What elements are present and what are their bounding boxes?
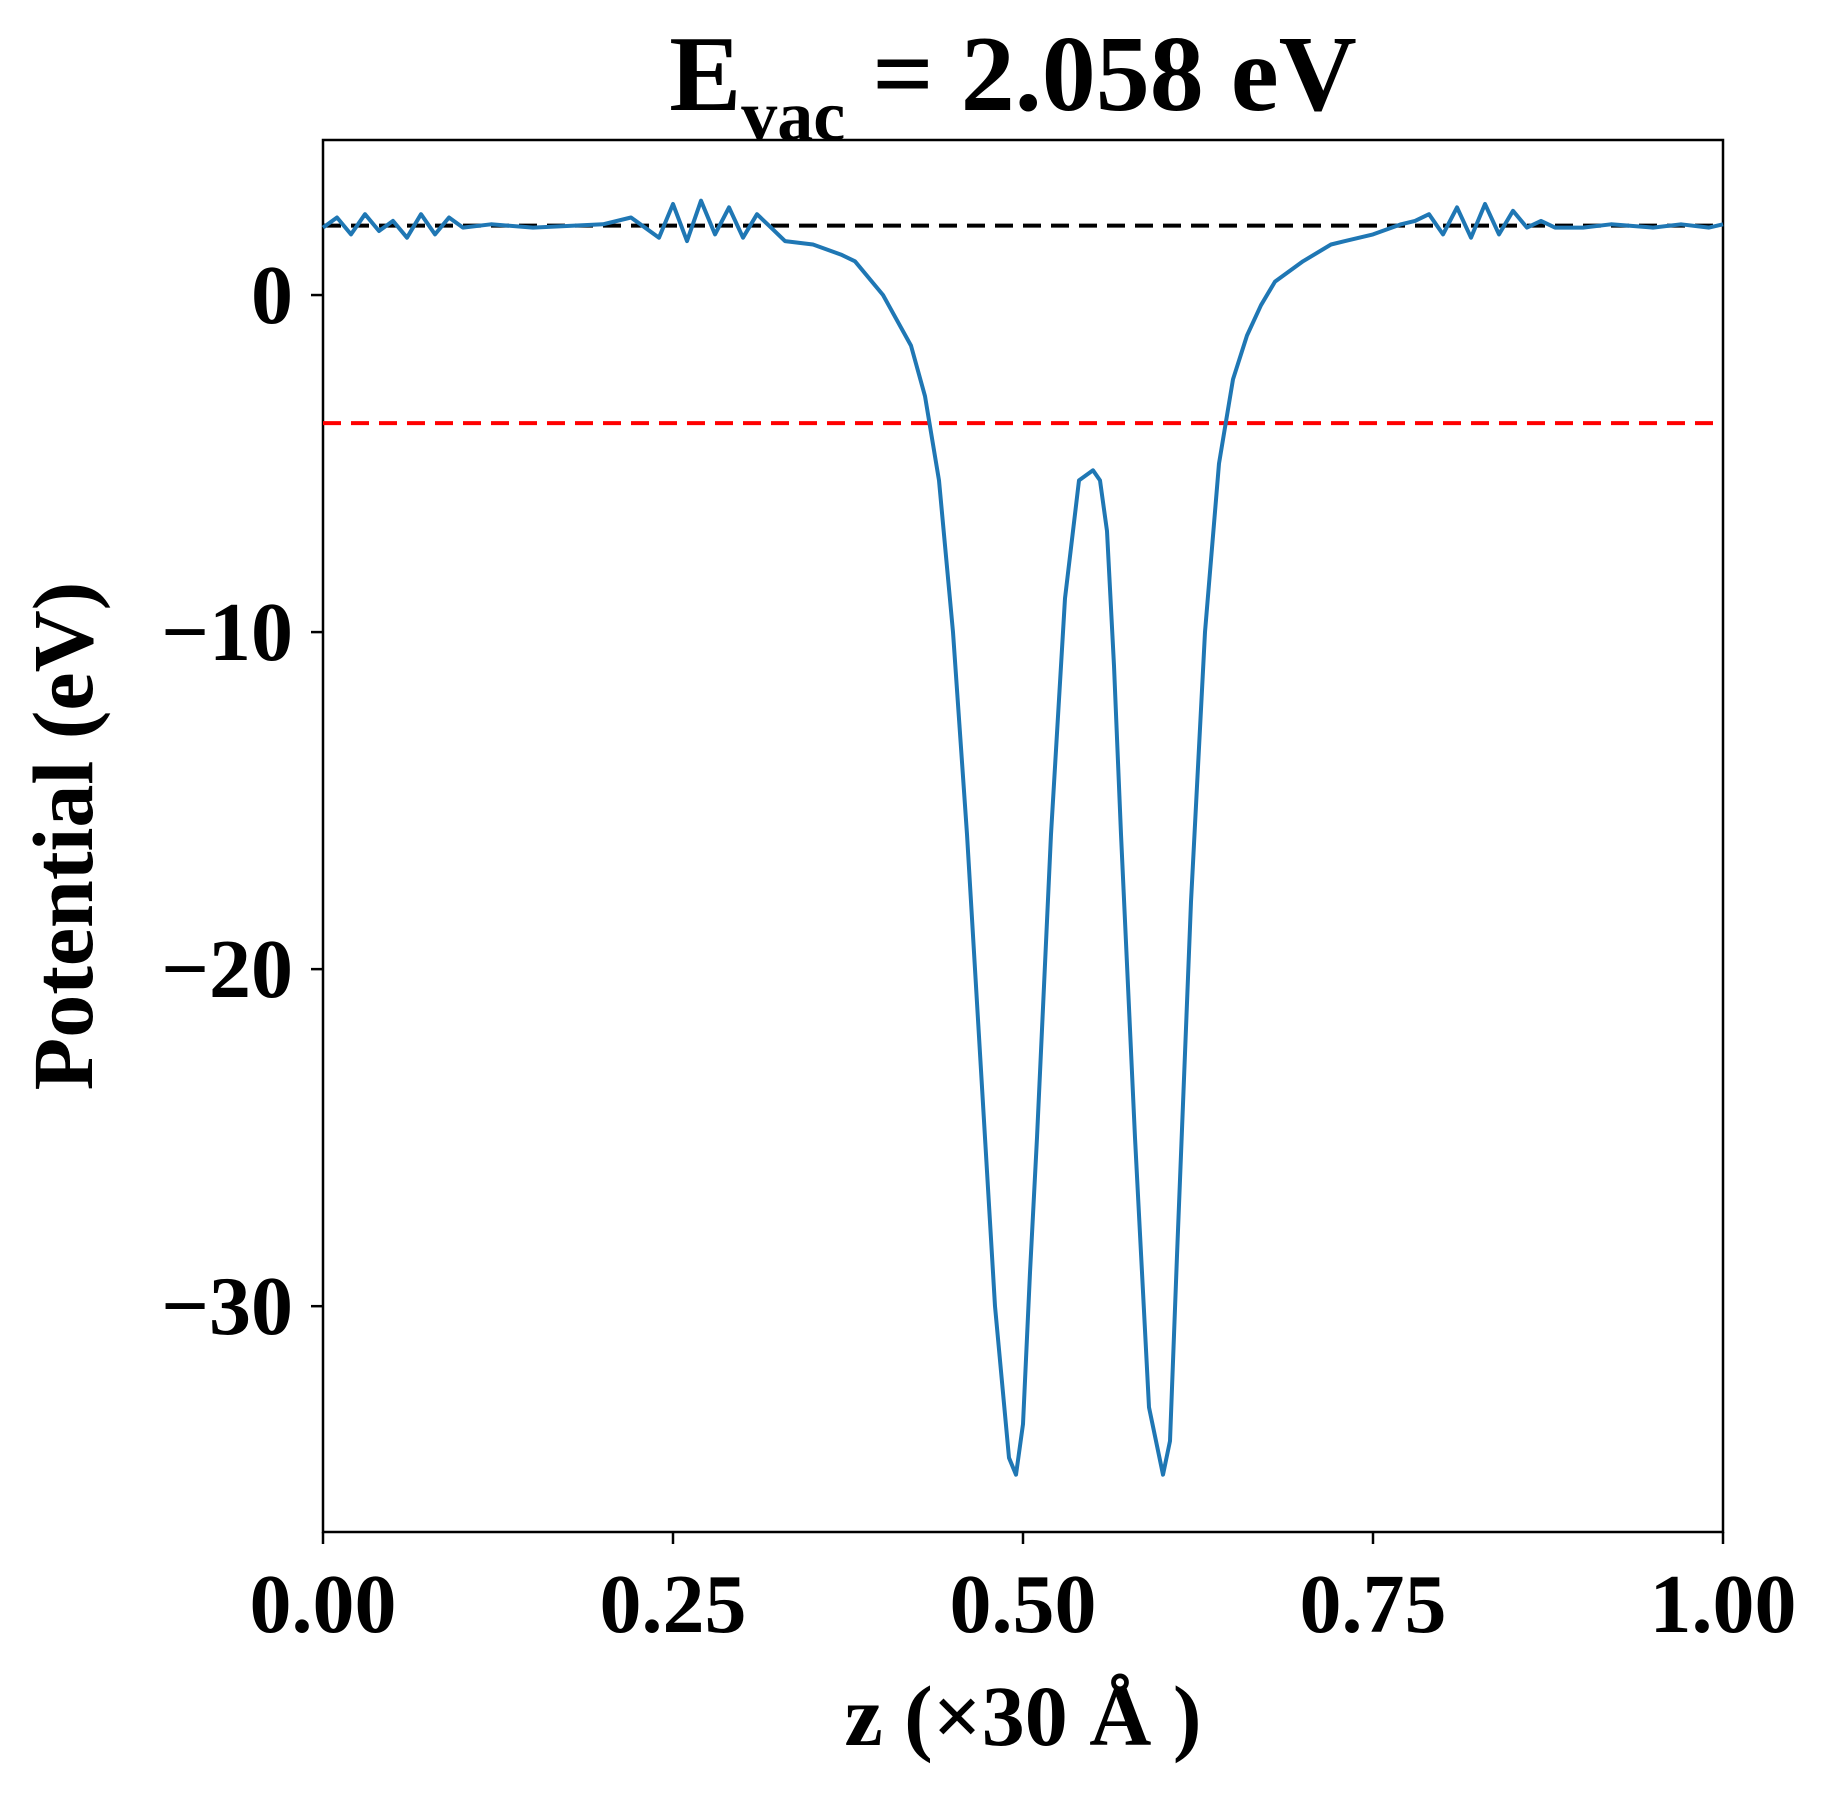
y-tick-label: −20 [161,923,293,1016]
series-line-0 [321,198,1724,1477]
x-tick-label: 0.75 [1300,1558,1447,1651]
chart-title-main: E [669,15,741,134]
y-tick-label: 0 [251,249,293,342]
plot-frame [321,138,1725,1534]
chart-title-rest: = 2.058 eV [845,15,1356,134]
reference-lines [323,223,1723,426]
x-tick-label: 0.00 [250,1558,397,1651]
y-axis-label: Potential (eV) [15,582,111,1091]
series-group [321,198,1724,1477]
y-axis-ticks: 0 −10 −20 −30 [161,249,323,1353]
x-axis-ticks: 0.00 0.25 0.50 0.75 1.00 [250,1532,1797,1651]
y-tick-label: −10 [161,586,293,679]
chart-title-subscript: vac [741,76,845,156]
x-tick-label: 0.25 [600,1558,747,1651]
chart-title: Evac = 2.058 eV [669,15,1357,156]
x-tick-label: 0.50 [950,1558,1097,1651]
x-tick-label: 1.00 [1650,1558,1797,1651]
y-tick-label: −30 [161,1260,293,1353]
x-axis-label: z (×30 Å ) [844,1668,1201,1764]
